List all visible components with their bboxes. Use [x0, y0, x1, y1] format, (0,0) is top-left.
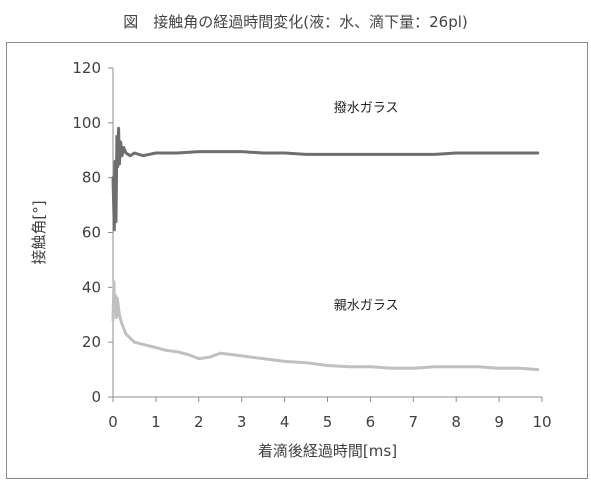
y-tick-label: 80: [82, 169, 101, 187]
series-annotation-2: 親水ガラス: [334, 298, 399, 313]
y-tick-label: 100: [72, 114, 101, 132]
y-axis-label: 接触角[°]: [30, 200, 48, 264]
y-tick-label: 60: [82, 224, 101, 242]
x-tick-label: 3: [237, 413, 247, 431]
series-line-1: [111, 126, 540, 232]
x-tick-label: 8: [451, 413, 461, 431]
x-tick-label: 2: [194, 413, 204, 431]
series-annotation-1: 撥水ガラス: [334, 101, 399, 116]
y-tick-label: 40: [82, 278, 101, 296]
y-tick-label: 120: [72, 59, 101, 77]
figure-title: 図 接触角の経過時間変化(液：水、滴下量：26pl): [123, 13, 468, 31]
x-tick-label: 4: [280, 413, 290, 431]
axes: [108, 67, 543, 402]
x-tick-label: 1: [151, 413, 161, 431]
tick-labels: 0 20 40 60 80 100 120 0 1 2 3 4 5 6 7 8 9 10: [72, 59, 551, 431]
x-tick-label: 9: [494, 413, 504, 431]
x-tick-label: 7: [409, 413, 419, 431]
y-tick-label: 20: [82, 333, 101, 351]
x-tick-label: 10: [532, 413, 551, 431]
series-line-2: [111, 280, 540, 372]
chart-frame: [6, 42, 588, 479]
x-tick-label: 5: [323, 413, 333, 431]
x-tick-label: 0: [108, 413, 118, 431]
x-axis-label: 着滴後経過時間[ms]: [258, 442, 397, 460]
data-lines: [111, 126, 540, 372]
x-tick-label: 6: [366, 413, 376, 431]
y-tick-label: 0: [91, 388, 101, 406]
